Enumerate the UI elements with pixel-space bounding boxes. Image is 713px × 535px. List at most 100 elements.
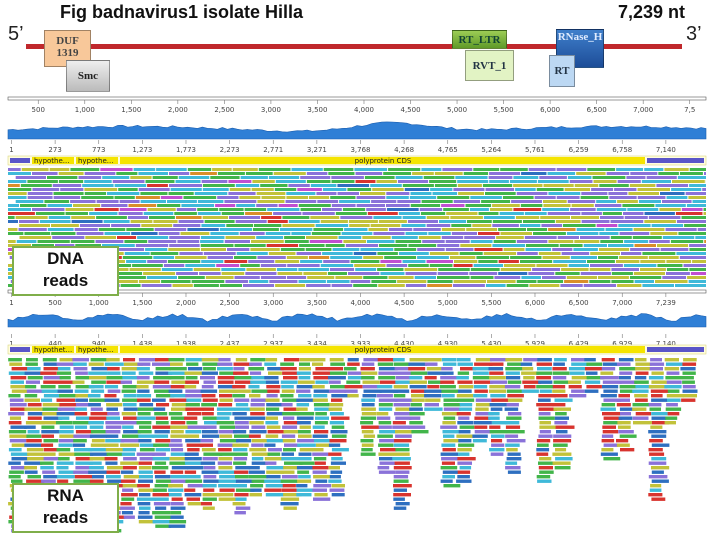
rna-read <box>312 425 325 429</box>
dna-read <box>524 236 557 239</box>
rna-read <box>120 502 132 506</box>
rna-read <box>74 412 88 416</box>
rna-read <box>170 394 187 398</box>
dna-bottom-label: 6,500 <box>569 299 589 307</box>
dna-read <box>534 196 556 199</box>
rna-read <box>619 389 634 393</box>
rna-read <box>393 385 408 389</box>
dna-read <box>640 260 666 263</box>
dna-read <box>552 248 573 251</box>
rna-read <box>264 488 282 492</box>
dna-read <box>679 256 706 259</box>
dna-read <box>84 180 112 183</box>
rna-read <box>648 385 668 389</box>
rna-read <box>313 394 328 398</box>
dna-annotation-bar: hypothe... hypothe... polyprotein CDS <box>7 155 707 166</box>
dna-annot-cds: polyprotein CDS <box>355 157 412 165</box>
rna-read <box>488 412 500 416</box>
rna-read <box>651 497 666 501</box>
dna-read <box>658 172 679 175</box>
rna-read <box>249 371 262 375</box>
rna-read <box>601 367 616 371</box>
dna-read <box>284 240 309 243</box>
dna-read <box>366 208 386 211</box>
rna-read <box>41 425 55 429</box>
dna-read <box>675 212 703 215</box>
dna-read <box>200 244 234 247</box>
dna-read <box>384 256 417 259</box>
rna-read <box>571 362 588 366</box>
dna-read <box>395 240 422 243</box>
rna-read <box>603 398 622 402</box>
rna-read <box>185 376 198 380</box>
rna-read <box>616 439 629 443</box>
rna-read <box>59 403 77 407</box>
dna-read <box>378 284 405 287</box>
rna-read <box>41 398 53 402</box>
rna-read <box>88 470 107 474</box>
rna-read <box>41 430 60 434</box>
rna-read <box>328 367 344 371</box>
rna-hypothetical-end <box>647 347 704 352</box>
rna-read <box>507 398 523 402</box>
dna-track-label: 1,773 <box>176 146 196 154</box>
rna-read <box>536 376 552 380</box>
dna-read <box>405 232 428 235</box>
rna-read <box>552 403 566 407</box>
rna-read <box>235 358 248 362</box>
rna-read <box>666 403 678 407</box>
dna-read <box>299 244 325 247</box>
dna-read <box>478 260 498 263</box>
dna-read <box>581 212 602 215</box>
rna-read <box>122 488 134 492</box>
dna-read <box>245 212 272 215</box>
dna-read <box>133 168 156 171</box>
rna-read <box>394 398 414 402</box>
dna-read <box>51 232 76 235</box>
dna-read <box>153 256 175 259</box>
dna-read <box>562 224 596 227</box>
rna-read <box>281 389 295 393</box>
dna-read <box>363 276 388 279</box>
rna-read <box>312 466 329 470</box>
rna-read <box>395 407 413 411</box>
rna-read <box>584 380 601 384</box>
rna-read <box>43 367 60 371</box>
rna-read <box>170 421 186 425</box>
rna-read <box>505 358 523 362</box>
rna-read <box>378 376 396 380</box>
rna-read <box>505 461 518 465</box>
dna-read <box>492 244 526 247</box>
dna-read <box>502 196 534 199</box>
rna-read <box>283 421 302 425</box>
rna-read <box>522 380 542 384</box>
dna-read <box>420 212 446 215</box>
rna-read <box>441 443 456 447</box>
rna-read <box>633 421 652 425</box>
rna-read <box>331 425 345 429</box>
dna-read <box>634 280 654 283</box>
rna-read <box>26 439 42 443</box>
dna-ruler: 500 1,000 1,500 2,000 2,500 3,000 3,500 4,000 4,… <box>7 96 707 114</box>
dna-read <box>8 244 31 247</box>
rna-cds-bar <box>120 346 645 353</box>
dna-read <box>606 172 630 175</box>
rna-read <box>170 362 183 366</box>
rna-read <box>91 380 106 384</box>
dna-read <box>291 232 311 235</box>
dna-read <box>138 280 161 283</box>
rna-read <box>603 457 621 461</box>
rna-annot-hypo-2: hypothe... <box>78 346 113 354</box>
rna-read <box>264 443 276 447</box>
rna-read <box>249 448 267 452</box>
rna-read <box>475 398 495 402</box>
rna-read <box>442 421 456 425</box>
rna-read <box>171 497 183 501</box>
rna-read <box>602 430 619 434</box>
dna-read <box>457 180 489 183</box>
rna-read <box>360 416 377 420</box>
rna-read <box>202 497 217 501</box>
rna-read <box>424 403 439 407</box>
rna-read <box>440 376 457 380</box>
dna-read <box>519 224 541 227</box>
